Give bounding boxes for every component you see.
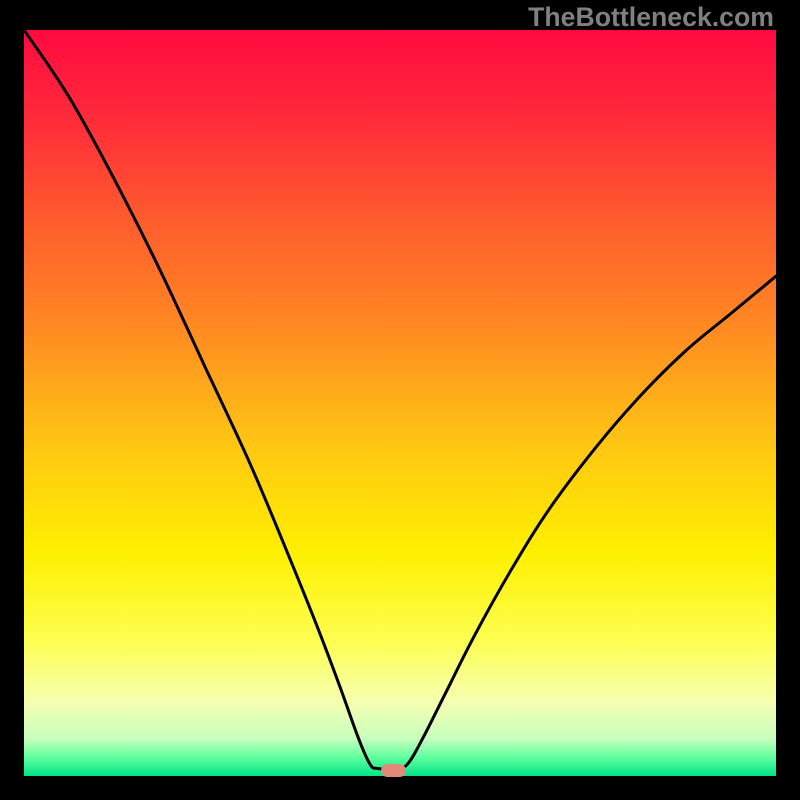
optimum-marker <box>381 764 406 777</box>
plot-area <box>24 30 776 776</box>
watermark-text: TheBottleneck.com <box>528 2 774 33</box>
chart-frame: TheBottleneck.com <box>0 0 800 800</box>
bottleneck-curve <box>24 30 776 776</box>
